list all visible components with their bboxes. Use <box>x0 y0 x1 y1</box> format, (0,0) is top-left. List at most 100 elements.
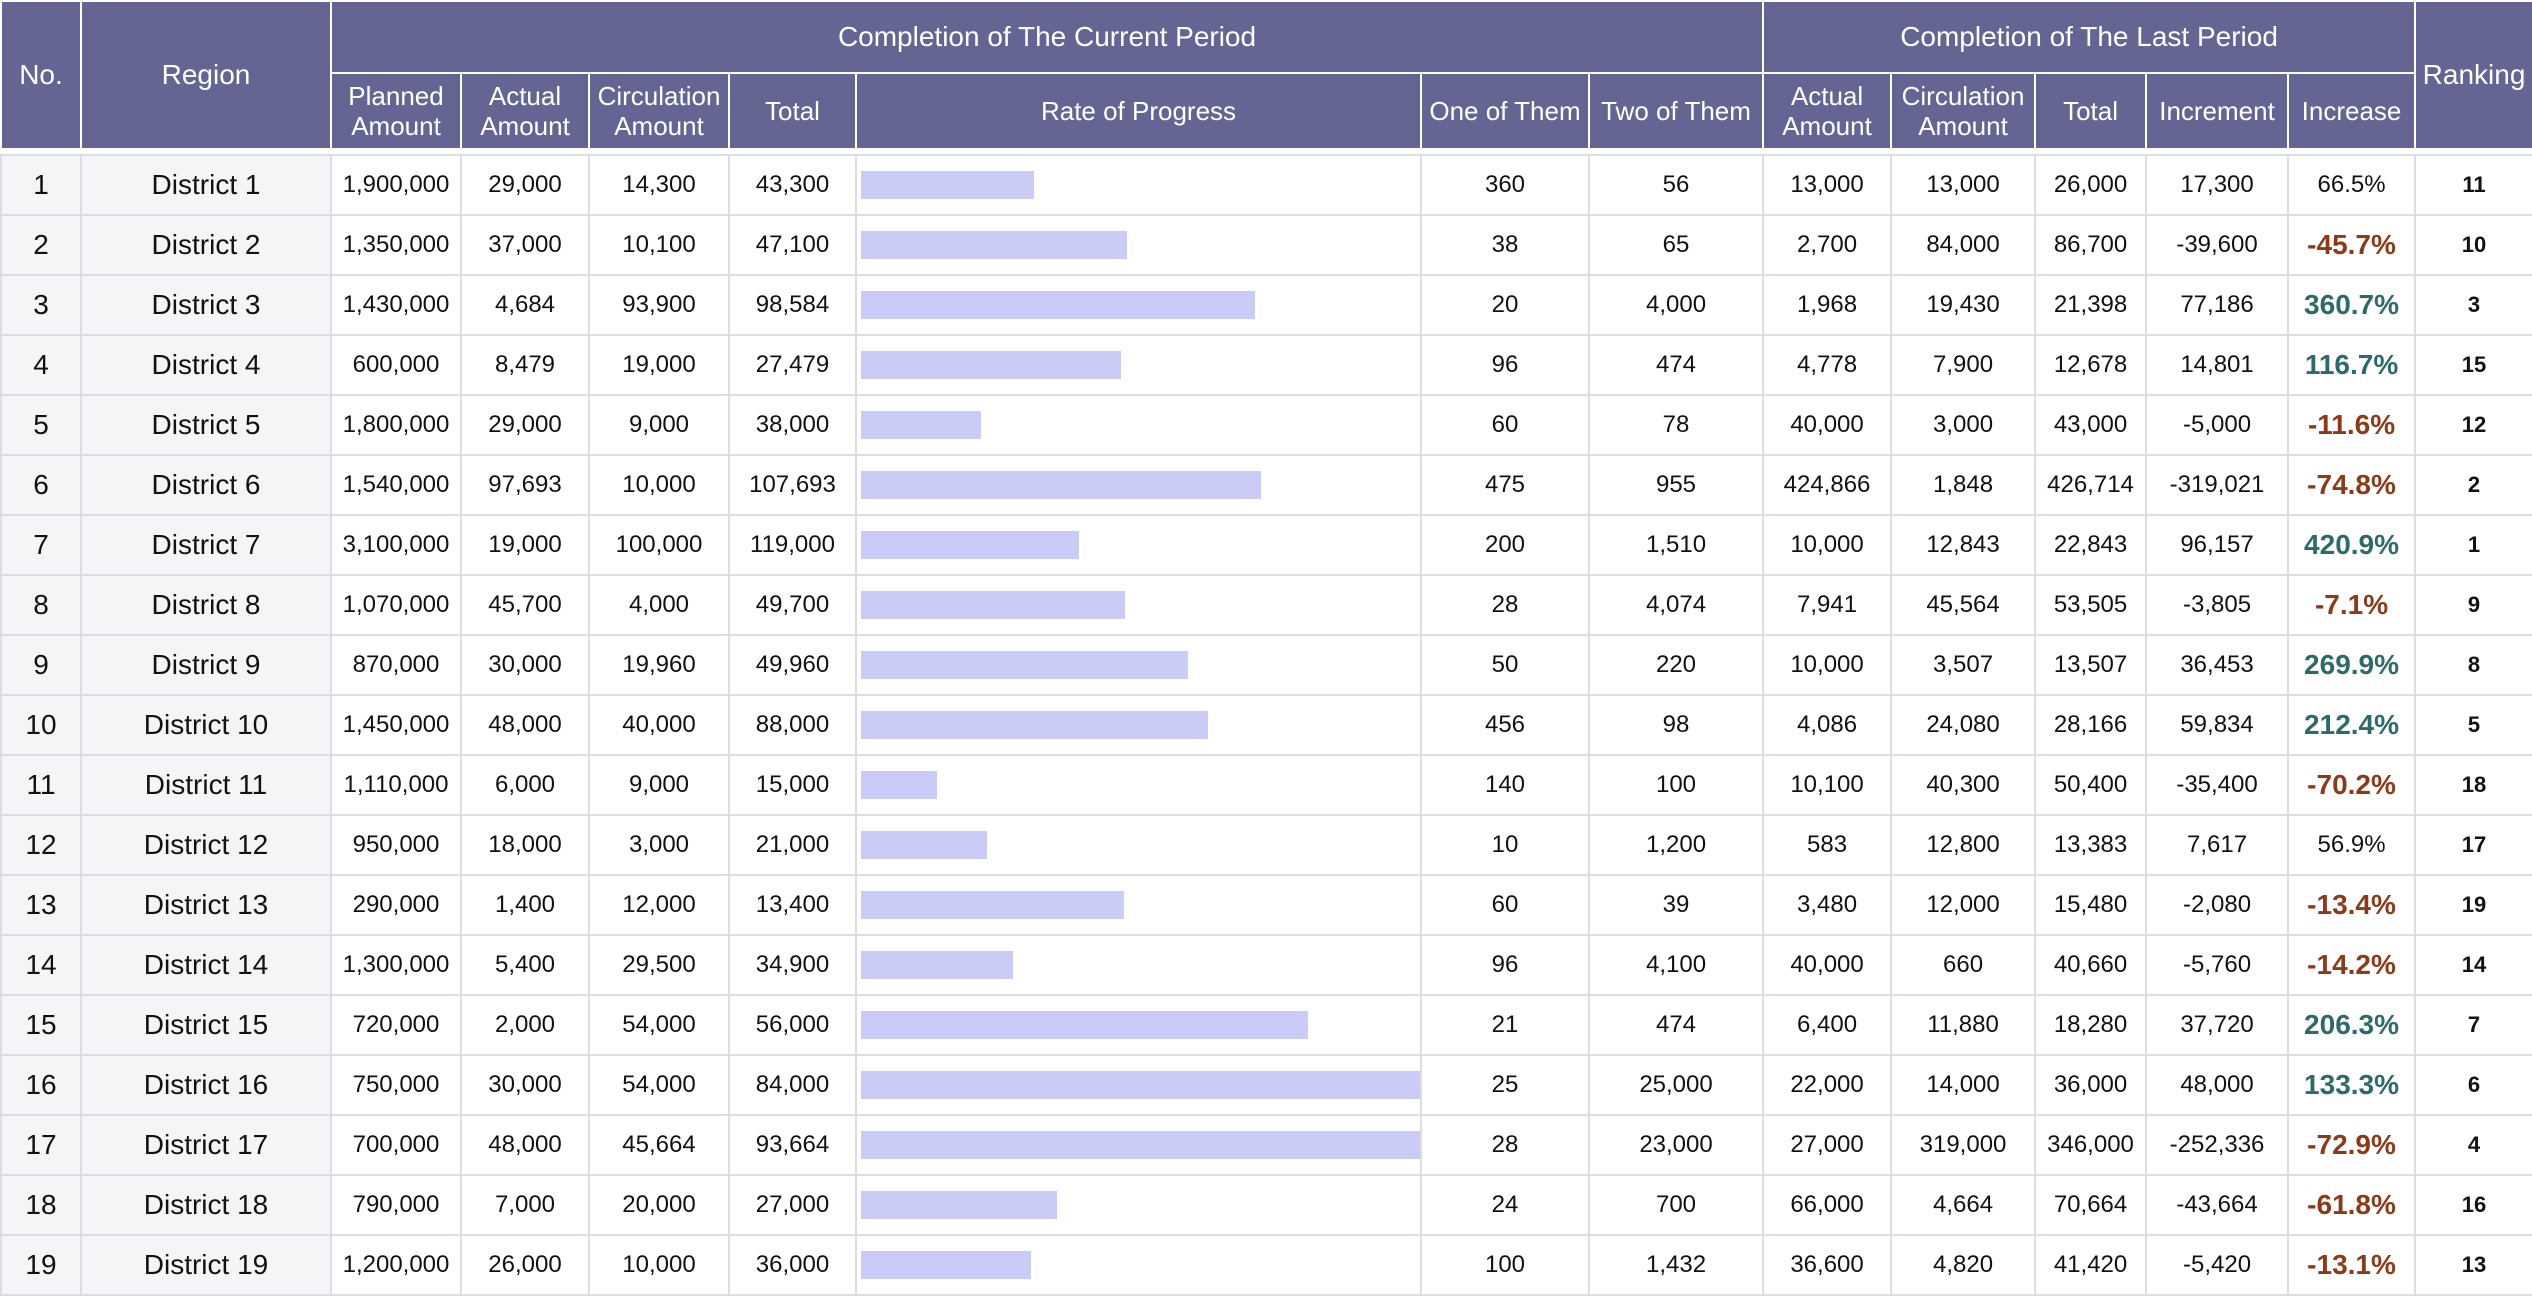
cell-increase: -61.8% <box>2287 1174 2417 1236</box>
cell-one-of-them: 96 <box>1420 334 1590 396</box>
cell-no: 14 <box>0 934 82 996</box>
cell-two-of-them: 955 <box>1587 454 1765 516</box>
cell-one-of-them: 28 <box>1420 574 1590 636</box>
cell-increase: -74.8% <box>2287 454 2417 516</box>
cell-rate-of-progress <box>855 634 1422 696</box>
cell-region: District 3 <box>80 274 332 336</box>
cell-ranking: 5 <box>2414 694 2532 756</box>
cell-last-actual-amount: 40,000 <box>1762 394 1893 456</box>
header-last-total: Total <box>2034 72 2148 150</box>
cell-one-of-them: 10 <box>1420 814 1590 876</box>
cell-rate-of-progress <box>855 574 1422 636</box>
cell-actual-amount: 6,000 <box>460 754 590 816</box>
cell-total: 93,664 <box>728 1114 857 1176</box>
table-row: 18 District 18 790,000 7,000 20,000 27,0… <box>0 1174 2532 1236</box>
cell-two-of-them: 474 <box>1587 994 1765 1056</box>
cell-circulation-amount: 4,000 <box>588 574 730 636</box>
cell-increase: -45.7% <box>2287 214 2417 276</box>
cell-last-total: 22,843 <box>2034 514 2148 576</box>
cell-two-of-them: 78 <box>1587 394 1765 456</box>
cell-last-actual-amount: 66,000 <box>1762 1174 1893 1236</box>
cell-increment: -35,400 <box>2145 754 2290 816</box>
cell-last-circulation-amount: 84,000 <box>1890 214 2037 276</box>
cell-no: 1 <box>0 154 82 216</box>
cell-increment: -252,336 <box>2145 1114 2290 1176</box>
cell-last-total: 70,664 <box>2034 1174 2148 1236</box>
table-row: 4 District 4 600,000 8,479 19,000 27,479… <box>0 334 2532 396</box>
cell-planned-amount: 1,070,000 <box>330 574 462 636</box>
cell-one-of-them: 60 <box>1420 394 1590 456</box>
cell-planned-amount: 700,000 <box>330 1114 462 1176</box>
cell-region: District 12 <box>80 814 332 876</box>
cell-increment: 36,453 <box>2145 634 2290 696</box>
cell-total: 88,000 <box>728 694 857 756</box>
cell-last-actual-amount: 10,000 <box>1762 634 1893 696</box>
cell-last-total: 346,000 <box>2034 1114 2148 1176</box>
cell-increase: 56.9% <box>2287 814 2417 876</box>
cell-ranking: 6 <box>2414 1054 2532 1116</box>
cell-planned-amount: 1,200,000 <box>330 1234 462 1296</box>
cell-no: 17 <box>0 1114 82 1176</box>
cell-last-actual-amount: 2,700 <box>1762 214 1893 276</box>
cell-region: District 11 <box>80 754 332 816</box>
cell-last-total: 426,714 <box>2034 454 2148 516</box>
cell-last-circulation-amount: 3,507 <box>1890 634 2037 696</box>
cell-increase: -11.6% <box>2287 394 2417 456</box>
cell-planned-amount: 1,110,000 <box>330 754 462 816</box>
cell-no: 19 <box>0 1234 82 1296</box>
cell-no: 2 <box>0 214 82 276</box>
cell-two-of-them: 100 <box>1587 754 1765 816</box>
cell-one-of-them: 475 <box>1420 454 1590 516</box>
cell-two-of-them: 700 <box>1587 1174 1765 1236</box>
cell-two-of-them: 39 <box>1587 874 1765 936</box>
progress-bar <box>861 1131 1420 1159</box>
cell-ranking: 12 <box>2414 394 2532 456</box>
cell-planned-amount: 1,300,000 <box>330 934 462 996</box>
header-one-of-them: One of Them <box>1420 72 1590 150</box>
cell-actual-amount: 5,400 <box>460 934 590 996</box>
table-row: 1 District 1 1,900,000 29,000 14,300 43,… <box>0 154 2532 216</box>
cell-one-of-them: 28 <box>1420 1114 1590 1176</box>
cell-rate-of-progress <box>855 394 1422 456</box>
header-increment: Increment <box>2145 72 2290 150</box>
cell-planned-amount: 870,000 <box>330 634 462 696</box>
header-no: No. <box>0 0 82 150</box>
progress-bar <box>861 411 981 439</box>
cell-no: 13 <box>0 874 82 936</box>
cell-last-total: 21,398 <box>2034 274 2148 336</box>
cell-planned-amount: 1,350,000 <box>330 214 462 276</box>
cell-last-total: 50,400 <box>2034 754 2148 816</box>
cell-increment: -5,420 <box>2145 1234 2290 1296</box>
cell-increment: -319,021 <box>2145 454 2290 516</box>
cell-last-circulation-amount: 12,843 <box>1890 514 2037 576</box>
cell-one-of-them: 21 <box>1420 994 1590 1056</box>
table-row: 6 District 6 1,540,000 97,693 10,000 107… <box>0 454 2532 516</box>
cell-total: 36,000 <box>728 1234 857 1296</box>
cell-last-circulation-amount: 13,000 <box>1890 154 2037 216</box>
cell-actual-amount: 29,000 <box>460 394 590 456</box>
cell-total: 56,000 <box>728 994 857 1056</box>
cell-increase: 360.7% <box>2287 274 2417 336</box>
cell-region: District 8 <box>80 574 332 636</box>
cell-last-total: 36,000 <box>2034 1054 2148 1116</box>
cell-actual-amount: 19,000 <box>460 514 590 576</box>
cell-no: 4 <box>0 334 82 396</box>
cell-last-actual-amount: 6,400 <box>1762 994 1893 1056</box>
progress-bar <box>861 1251 1031 1279</box>
cell-region: District 16 <box>80 1054 332 1116</box>
cell-region: District 14 <box>80 934 332 996</box>
cell-increase: 116.7% <box>2287 334 2417 396</box>
cell-last-actual-amount: 1,968 <box>1762 274 1893 336</box>
cell-region: District 5 <box>80 394 332 456</box>
progress-bar <box>861 651 1189 679</box>
table-row: 11 District 11 1,110,000 6,000 9,000 15,… <box>0 754 2532 816</box>
cell-two-of-them: 23,000 <box>1587 1114 1765 1176</box>
cell-no: 12 <box>0 814 82 876</box>
cell-rate-of-progress <box>855 874 1422 936</box>
cell-increase: 212.4% <box>2287 694 2417 756</box>
cell-planned-amount: 290,000 <box>330 874 462 936</box>
cell-increment: -2,080 <box>2145 874 2290 936</box>
cell-no: 8 <box>0 574 82 636</box>
cell-two-of-them: 25,000 <box>1587 1054 1765 1116</box>
